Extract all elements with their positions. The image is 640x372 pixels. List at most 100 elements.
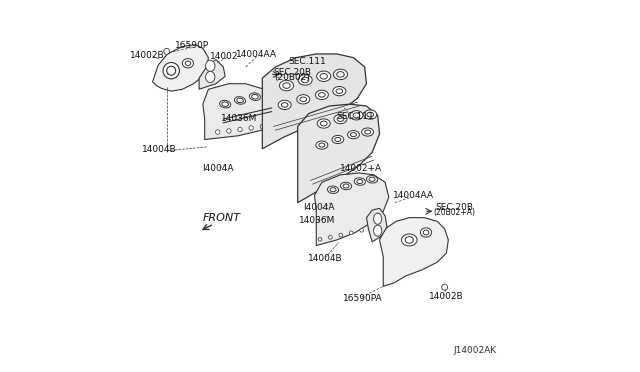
Ellipse shape — [353, 113, 360, 118]
Text: 14002B: 14002B — [130, 51, 164, 60]
Circle shape — [260, 124, 264, 129]
Ellipse shape — [343, 184, 349, 188]
Polygon shape — [298, 104, 380, 203]
Ellipse shape — [365, 130, 371, 134]
Text: 14004AA: 14004AA — [236, 50, 277, 59]
Circle shape — [216, 130, 220, 134]
Ellipse shape — [423, 230, 429, 235]
Ellipse shape — [374, 213, 381, 224]
Ellipse shape — [364, 110, 377, 119]
Text: I4004A: I4004A — [303, 203, 335, 212]
Ellipse shape — [250, 93, 260, 100]
Polygon shape — [199, 60, 225, 89]
Ellipse shape — [319, 93, 325, 97]
Text: 14036M: 14036M — [299, 216, 335, 225]
Text: 16590PA: 16590PA — [342, 294, 382, 303]
Ellipse shape — [317, 71, 331, 81]
Ellipse shape — [334, 115, 347, 124]
Ellipse shape — [185, 61, 191, 65]
Circle shape — [328, 235, 332, 239]
Ellipse shape — [333, 87, 346, 96]
Ellipse shape — [350, 111, 363, 120]
Polygon shape — [314, 173, 389, 246]
Ellipse shape — [298, 75, 312, 85]
Ellipse shape — [367, 112, 374, 117]
Ellipse shape — [330, 188, 336, 192]
Text: (20B02): (20B02) — [274, 73, 310, 82]
Circle shape — [271, 123, 276, 128]
Text: SEC.20B: SEC.20B — [436, 203, 474, 212]
Ellipse shape — [300, 97, 307, 102]
Text: 14004B: 14004B — [142, 145, 177, 154]
Text: J14002AK: J14002AK — [454, 346, 497, 355]
Text: 16590P: 16590P — [175, 41, 209, 50]
Ellipse shape — [320, 74, 328, 79]
Ellipse shape — [333, 69, 348, 80]
Ellipse shape — [332, 135, 344, 144]
Ellipse shape — [234, 97, 246, 104]
Circle shape — [442, 284, 447, 290]
Ellipse shape — [367, 176, 378, 183]
Ellipse shape — [351, 133, 356, 137]
Polygon shape — [262, 54, 367, 149]
Polygon shape — [380, 218, 449, 286]
Circle shape — [238, 127, 243, 132]
Ellipse shape — [321, 121, 327, 126]
Circle shape — [163, 62, 179, 79]
Ellipse shape — [337, 117, 344, 122]
Text: SEC.111: SEC.111 — [288, 57, 326, 66]
Ellipse shape — [182, 59, 193, 68]
Ellipse shape — [264, 93, 271, 97]
Text: 14036M: 14036M — [221, 114, 257, 123]
Ellipse shape — [405, 237, 413, 243]
Ellipse shape — [335, 138, 341, 142]
Polygon shape — [367, 208, 387, 242]
Ellipse shape — [220, 100, 230, 108]
Ellipse shape — [282, 103, 288, 107]
Ellipse shape — [297, 95, 310, 104]
Ellipse shape — [354, 178, 365, 185]
Circle shape — [318, 237, 322, 241]
Ellipse shape — [420, 228, 431, 237]
Ellipse shape — [401, 234, 417, 246]
Circle shape — [360, 228, 364, 232]
Ellipse shape — [362, 128, 374, 136]
Ellipse shape — [317, 119, 330, 128]
Circle shape — [164, 48, 170, 54]
Ellipse shape — [262, 91, 273, 99]
Text: 14002+A: 14002+A — [340, 164, 382, 173]
Ellipse shape — [340, 182, 351, 190]
Ellipse shape — [348, 131, 360, 139]
Circle shape — [249, 126, 253, 130]
Ellipse shape — [374, 225, 381, 236]
Ellipse shape — [301, 77, 309, 83]
Text: 14002: 14002 — [210, 52, 238, 61]
Circle shape — [167, 66, 175, 75]
Text: 14002B: 14002B — [429, 292, 464, 301]
Circle shape — [349, 231, 353, 235]
Text: SEC.20B: SEC.20B — [273, 68, 311, 77]
Text: 14004AA: 14004AA — [392, 191, 433, 200]
Ellipse shape — [357, 180, 363, 184]
Ellipse shape — [222, 102, 228, 106]
Polygon shape — [152, 45, 209, 91]
Circle shape — [369, 225, 373, 229]
Ellipse shape — [316, 90, 328, 100]
Ellipse shape — [280, 80, 294, 91]
Ellipse shape — [328, 186, 339, 193]
Ellipse shape — [205, 71, 215, 83]
Circle shape — [227, 129, 231, 133]
Ellipse shape — [369, 177, 375, 182]
Text: 14004B: 14004B — [308, 254, 343, 263]
Ellipse shape — [337, 71, 344, 77]
Ellipse shape — [316, 141, 328, 149]
Text: (20B02+A): (20B02+A) — [434, 208, 476, 217]
Ellipse shape — [237, 98, 243, 103]
Ellipse shape — [319, 143, 325, 147]
Circle shape — [339, 233, 342, 237]
Text: FRONT: FRONT — [202, 213, 241, 222]
Text: SEC.111: SEC.111 — [337, 112, 374, 121]
Ellipse shape — [336, 89, 342, 93]
Ellipse shape — [278, 100, 291, 109]
Text: I4004A: I4004A — [202, 164, 234, 173]
